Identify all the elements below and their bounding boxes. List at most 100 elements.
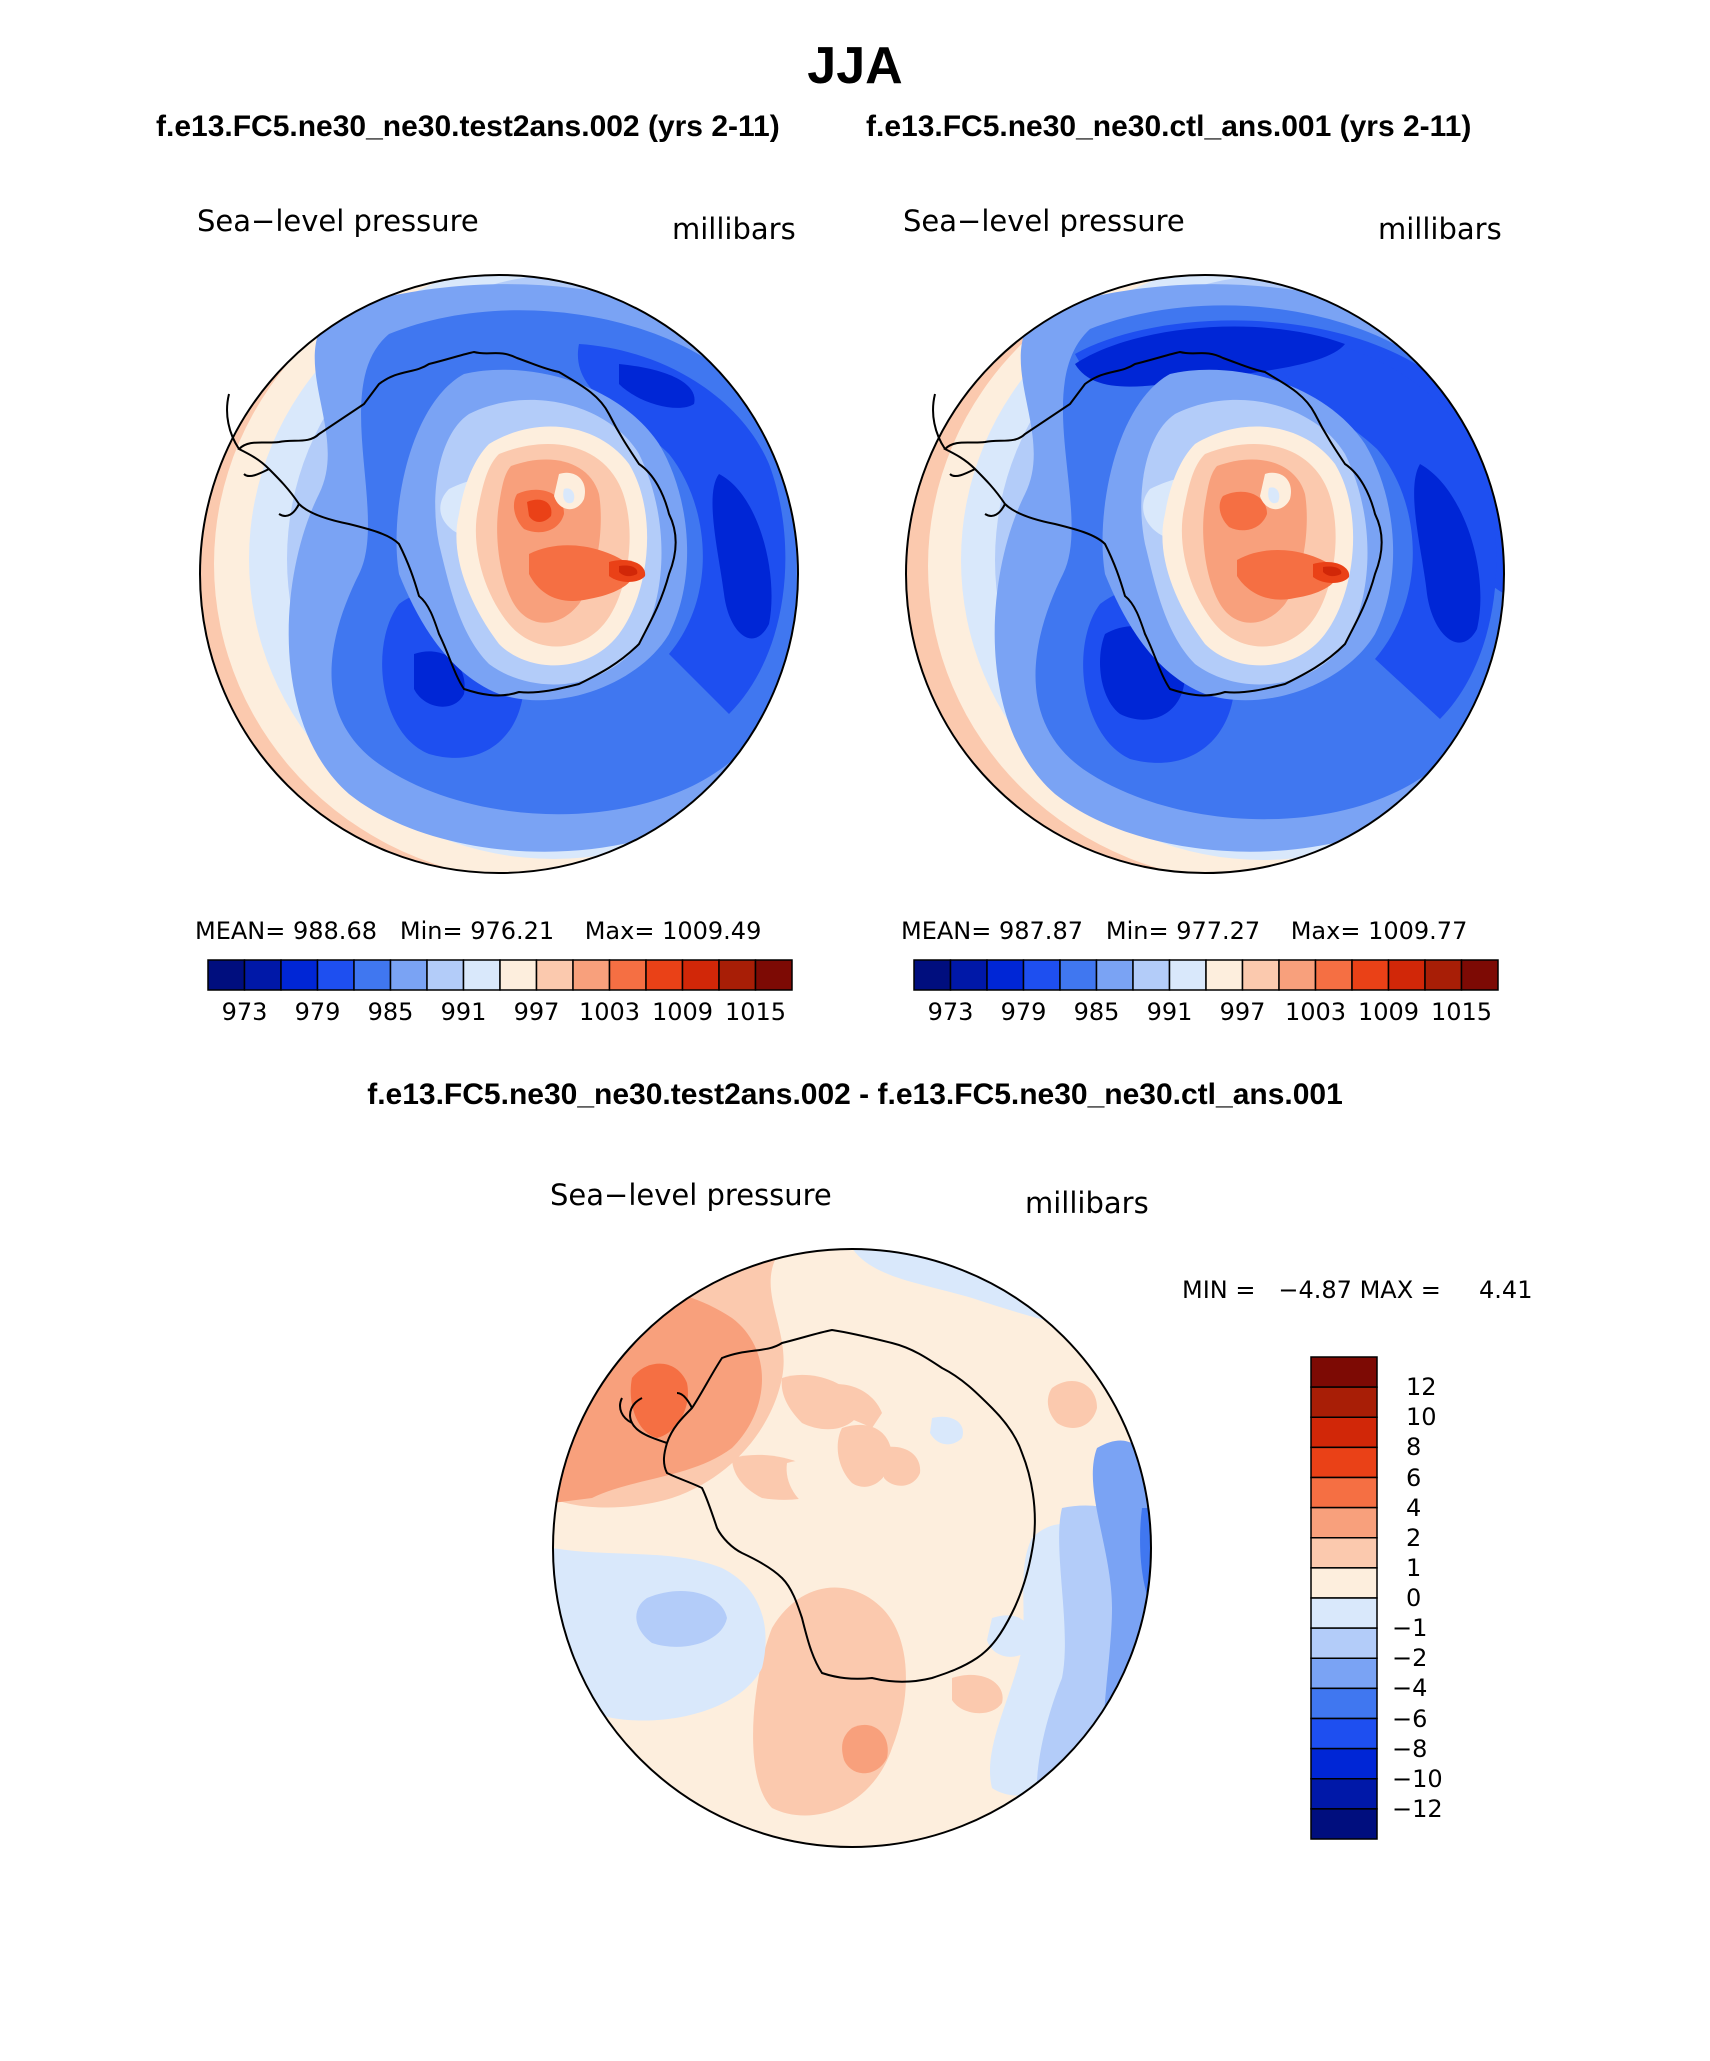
colorbar-swatch [243, 959, 282, 991]
difference-min: −4.87 [1278, 1276, 1352, 1304]
colorbar-swatch [572, 959, 611, 991]
colorbar-tick-label: −1 [1392, 1614, 1428, 1643]
colorbar-swatch [1310, 1537, 1378, 1569]
colorbar-tick-label: 0 [1406, 1584, 1422, 1612]
colorbar-swatch [949, 959, 988, 991]
panel1-stats: MEAN= 988.68 Min= 976.21 Max= 1009.49 [195, 917, 761, 945]
colorbar-swatch [1022, 959, 1061, 991]
panel1-units-label: millibars [672, 212, 796, 246]
panel3-units-label: millibars [1025, 1186, 1149, 1220]
panel2-colorbar [913, 959, 1499, 991]
colorbar-swatch [1310, 1717, 1378, 1750]
colorbar-swatch [986, 959, 1025, 991]
colorbar-tick-label: 985 [1073, 998, 1120, 1026]
colorbar-tick-label: 997 [513, 998, 560, 1026]
colorbar-swatch [1205, 959, 1244, 991]
colorbar-tick-label: 985 [367, 998, 414, 1026]
colorbar-swatch [1387, 959, 1426, 991]
panel1-min-label: Min= [399, 917, 463, 945]
panel2-variable-label: Sea−level pressure [903, 204, 1185, 238]
colorbar-tick-label: 991 [440, 998, 487, 1026]
colorbar-tick-label: −8 [1392, 1734, 1428, 1763]
panel1-mean-label: MEAN= [195, 917, 286, 945]
colorbar-swatch [1310, 1476, 1378, 1509]
colorbar-swatch [316, 959, 355, 991]
colorbar-swatch [389, 959, 428, 991]
colorbar-tick-label: −4 [1392, 1674, 1428, 1703]
colorbar-swatch [1310, 1778, 1378, 1810]
colorbar-swatch [1310, 1567, 1378, 1599]
colorbar-swatch [1241, 959, 1280, 991]
colorbar-tick-label: 1003 [1284, 998, 1347, 1026]
colorbar-swatch [1310, 1506, 1378, 1539]
panel2-max-label: Max= [1290, 917, 1361, 945]
colorbar-swatch [718, 959, 757, 991]
colorbar-tick-label: −12 [1392, 1794, 1443, 1823]
panel1-max-label: Max= [584, 917, 655, 945]
colorbar-tick-label: 979 [1000, 998, 1047, 1026]
panel2-max: 1009.77 [1368, 917, 1468, 945]
colorbar-tick-label: 979 [294, 998, 341, 1026]
difference-colorbar [1310, 1356, 1378, 1840]
colorbar-swatch [1310, 1687, 1378, 1720]
panel2-min-label: Min= [1105, 917, 1169, 945]
colorbar-tick-label: 10 [1406, 1403, 1437, 1432]
colorbar-swatch [462, 959, 501, 991]
panel2-polar-map [905, 274, 1505, 874]
colorbar-tick-label: 8 [1406, 1433, 1422, 1462]
colorbar-swatch [645, 959, 684, 991]
panel2-mean: 987.87 [999, 917, 1083, 945]
colorbar-tick-label: 12 [1406, 1373, 1437, 1402]
colorbar-swatch [1310, 1808, 1378, 1840]
difference-stats: MIN = −4.87 MAX = 4.41 [1182, 1276, 1532, 1304]
colorbar-swatch [207, 959, 246, 991]
panel2-stats: MEAN= 987.87 Min= 977.27 Max= 1009.77 [901, 917, 1467, 945]
panel1-mean: 988.68 [293, 917, 377, 945]
colorbar-swatch [1314, 959, 1353, 991]
difference-max-label: MAX = [1359, 1276, 1441, 1304]
colorbar-tick-label: 1 [1406, 1553, 1422, 1582]
difference-colorbar-ticks: 12 10 8 6 4 2 1 0 −1 −2 −4 −6 −8 −10 −12 [1392, 1356, 1512, 1840]
colorbar-swatch [913, 959, 952, 991]
colorbar-swatch [1059, 959, 1098, 991]
colorbar-swatch [1460, 959, 1499, 991]
colorbar-swatch [681, 959, 720, 991]
difference-case-title: f.e13.FC5.ne30_ne30.test2ans.002 - f.e13… [367, 1078, 1343, 1111]
colorbar-tick-label: −6 [1392, 1704, 1428, 1733]
panel2-min: 977.27 [1176, 917, 1261, 945]
panel1-variable-label: Sea−level pressure [197, 204, 479, 238]
colorbar-tick-label: 2 [1406, 1523, 1422, 1552]
colorbar-tick-label: 1009 [1357, 998, 1420, 1026]
panel1-min: 976.21 [470, 917, 555, 945]
colorbar-swatch [1310, 1356, 1378, 1388]
colorbar-swatch [1310, 1747, 1378, 1780]
colorbar-tick-label: 4 [1406, 1493, 1422, 1522]
colorbar-swatch [1278, 959, 1317, 991]
colorbar-swatch [280, 959, 319, 991]
panel1-max: 1009.49 [662, 917, 762, 945]
panel2-colorbar-ticks: 973 979 985 991 997 1003 1009 1015 [914, 998, 1498, 1028]
colorbar-tick-label: 1003 [578, 998, 641, 1026]
colorbar-tick-label: −2 [1392, 1644, 1428, 1673]
difference-polar-map [552, 1248, 1152, 1848]
colorbar-swatch [353, 959, 392, 991]
colorbar-swatch [1310, 1446, 1378, 1479]
panel1-polar-map [199, 274, 799, 874]
figure-title: JJA [807, 37, 903, 95]
colorbar-swatch [1310, 1657, 1378, 1690]
colorbar-tick-label: 1009 [651, 998, 714, 1026]
colorbar-swatch [1132, 959, 1171, 991]
colorbar-swatch [608, 959, 647, 991]
panel1-colorbar-ticks: 973 979 985 991 997 1003 1009 1015 [208, 998, 792, 1028]
colorbar-tick-label: 6 [1406, 1463, 1422, 1492]
control-case-title: f.e13.FC5.ne30_ne30.ctl_ans.001 (yrs 2-1… [866, 110, 1472, 143]
test-case-title: f.e13.FC5.ne30_ne30.test2ans.002 (yrs 2-… [156, 110, 780, 143]
difference-min-label: MIN = [1182, 1276, 1256, 1304]
colorbar-swatch [1351, 959, 1390, 991]
panel3-variable-label: Sea−level pressure [550, 1178, 832, 1212]
colorbar-tick-label: 997 [1219, 998, 1266, 1026]
colorbar-tick-label: −10 [1392, 1764, 1443, 1793]
colorbar-tick-label: 991 [1146, 998, 1193, 1026]
colorbar-tick-label: 1015 [1430, 998, 1493, 1026]
colorbar-swatch [1310, 1627, 1378, 1659]
